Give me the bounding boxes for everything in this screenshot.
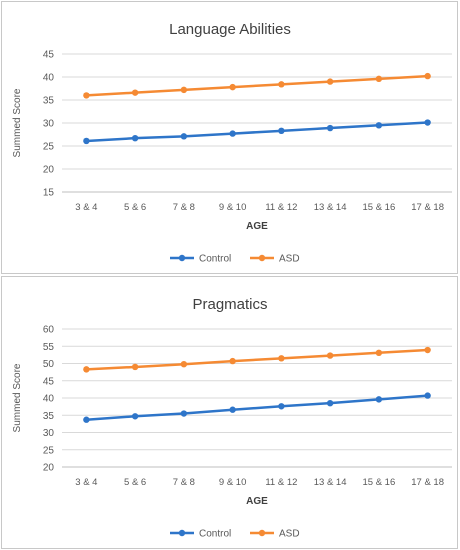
y-tick-label: 40: [43, 73, 55, 84]
data-point-control: [83, 416, 90, 423]
data-point-asd: [326, 78, 334, 85]
y-tick-label: 20: [43, 463, 55, 474]
legend-marker-control: [178, 529, 186, 537]
x-tick-label: 9 & 10: [219, 477, 246, 488]
x-tick-label: 3 & 4: [75, 477, 97, 488]
chart-panel-pragmatics: Pragmatics 20 25 30 35 40 45 50 55 60 3 & 4 5 & 6 7 …: [1, 276, 458, 549]
data-point-asd: [131, 89, 139, 96]
x-tick-label: 17 & 18: [411, 202, 444, 213]
series-line-control: [86, 394, 428, 421]
y-tick-label: 30: [43, 428, 55, 439]
y-axis-label: Summed Score: [12, 363, 23, 432]
series-line-control: [86, 121, 428, 143]
x-axis-label: AGE: [246, 496, 268, 507]
x-tick-label: 15 & 16: [363, 202, 396, 213]
data-point-asd: [83, 366, 90, 373]
x-tick-label: 11 & 12: [265, 202, 297, 213]
data-point-asd: [375, 75, 383, 83]
y-axis-label: Summed Score: [12, 88, 23, 157]
y-tick-label: 25: [43, 142, 55, 153]
y-tick-label: 25: [43, 445, 55, 456]
series-line-asd: [86, 74, 428, 97]
x-tick-label: 11 & 12: [265, 477, 297, 488]
chart-language-abilities: Language Abilities 15 20 25 30 35 40 45 3 & 4 5 &…: [12, 21, 452, 265]
y-tick-label: 30: [43, 119, 55, 130]
x-tick-label: 13 & 14: [314, 477, 347, 488]
legend-label-asd: ASD: [279, 254, 300, 265]
legend-label-control: Control: [199, 529, 231, 540]
data-point-control: [131, 413, 139, 420]
y-tick-label: 40: [43, 394, 55, 405]
data-point-asd: [180, 86, 188, 94]
data-point-asd: [229, 357, 236, 365]
data-point-control: [375, 122, 383, 129]
data-point-control: [278, 403, 285, 410]
x-tick-label: 3 & 4: [75, 202, 97, 213]
legend-label-asd: ASD: [279, 529, 300, 540]
legend-label-control: Control: [199, 254, 231, 265]
data-point-control: [424, 119, 431, 126]
legend-marker-control: [178, 254, 186, 262]
chart-title: Pragmatics: [192, 296, 267, 313]
y-tick-label: 15: [43, 188, 55, 199]
x-tick-label: 15 & 16: [363, 477, 396, 488]
data-point-control: [326, 124, 334, 132]
y-tick-label: 35: [43, 411, 55, 422]
x-tick-label: 5 & 6: [124, 202, 146, 213]
series-line-asd: [86, 348, 428, 371]
legend-marker-asd: [258, 254, 266, 262]
data-point-control: [375, 396, 383, 403]
data-point-asd: [229, 83, 236, 91]
data-point-control: [83, 137, 90, 145]
data-point-control: [229, 130, 236, 137]
data-point-control: [229, 406, 236, 413]
x-tick-label: 7 & 8: [173, 477, 195, 488]
y-tick-label: 45: [43, 376, 55, 387]
data-point-asd: [83, 92, 90, 99]
data-point-asd: [375, 349, 383, 357]
x-tick-label: 13 & 14: [314, 202, 347, 213]
x-axis-label: AGE: [246, 221, 268, 232]
y-tick-label: 60: [43, 325, 55, 336]
chart-pragmatics: Pragmatics 20 25 30 35 40 45 50 55 60 3 & 4 5 & 6 7 …: [12, 296, 452, 540]
data-point-control: [424, 392, 431, 399]
y-tick-label: 20: [43, 165, 55, 176]
data-point-asd: [278, 355, 285, 362]
y-tick-label: 35: [43, 96, 55, 107]
chart-panel-language-abilities: Language Abilities 15 20 25 30 35 40 45 3 & 4 5 &…: [1, 1, 458, 274]
x-tick-label: 5 & 6: [124, 477, 146, 488]
y-tick-label: 55: [43, 342, 55, 353]
chart-title: Language Abilities: [169, 21, 291, 38]
data-point-control: [326, 399, 334, 407]
data-point-control: [278, 127, 285, 135]
data-point-control: [180, 410, 188, 417]
y-tick-label: 45: [43, 50, 55, 61]
data-point-asd: [180, 360, 188, 368]
data-point-control: [180, 133, 188, 140]
data-point-asd: [131, 363, 139, 371]
legend-marker-asd: [258, 529, 266, 537]
data-point-control: [131, 134, 139, 142]
x-tick-label: 17 & 18: [411, 477, 444, 488]
data-point-asd: [278, 81, 285, 88]
y-tick-label: 50: [43, 359, 55, 370]
data-point-asd: [326, 352, 334, 359]
data-point-asd: [424, 346, 431, 354]
x-tick-label: 7 & 8: [173, 202, 195, 213]
x-tick-label: 9 & 10: [219, 202, 246, 213]
data-point-asd: [424, 72, 431, 80]
